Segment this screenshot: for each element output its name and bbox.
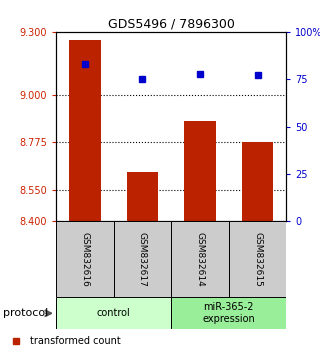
- Bar: [56, 221, 114, 297]
- Text: GSM832614: GSM832614: [196, 232, 204, 287]
- Bar: [127, 172, 158, 221]
- Bar: [242, 142, 273, 221]
- Text: GSM832616: GSM832616: [80, 232, 89, 287]
- Text: protocol: protocol: [3, 308, 48, 318]
- Bar: [56, 297, 171, 329]
- Bar: [171, 297, 286, 329]
- Bar: [69, 40, 101, 221]
- Text: transformed count: transformed count: [30, 336, 121, 346]
- Bar: [229, 221, 286, 297]
- Text: GSM832615: GSM832615: [253, 232, 262, 287]
- Text: control: control: [97, 308, 131, 318]
- Text: miR-365-2
expression: miR-365-2 expression: [203, 302, 255, 324]
- Title: GDS5496 / 7896300: GDS5496 / 7896300: [108, 18, 235, 31]
- Bar: [184, 121, 216, 221]
- Text: GSM832617: GSM832617: [138, 232, 147, 287]
- Bar: [171, 221, 229, 297]
- Bar: [114, 221, 171, 297]
